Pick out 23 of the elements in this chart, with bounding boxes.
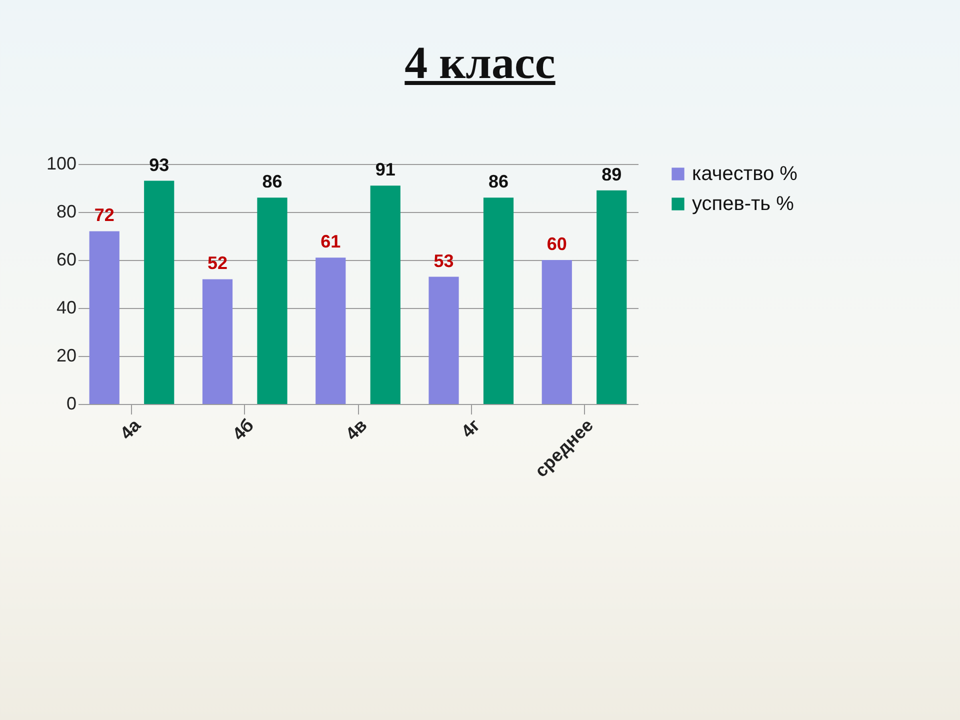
data-label: 93: [149, 154, 170, 175]
data-label: 53: [434, 250, 454, 271]
data-label: 91: [375, 160, 396, 180]
y-tick-label: 20: [56, 346, 76, 366]
x-tick-label: 4в: [342, 415, 371, 444]
y-tick-label: 100: [46, 154, 76, 174]
legend-label: качество %: [692, 163, 798, 185]
y-tick-label: 80: [56, 202, 76, 222]
legend-label: успев-ть %: [692, 193, 794, 215]
data-label: 89: [602, 164, 622, 184]
y-tick-label: 40: [56, 298, 76, 318]
x-tick-label: 4б: [228, 415, 258, 444]
data-label: 52: [207, 253, 228, 274]
data-label: 61: [320, 232, 341, 252]
data-label: 60: [546, 234, 567, 254]
data-label: 86: [262, 172, 282, 192]
x-tick-label: 4г: [457, 414, 484, 442]
data-label: 86: [488, 172, 509, 192]
y-tick-label: 0: [66, 394, 76, 414]
chart-title: 4 класс: [404, 36, 556, 89]
x-tick-label: 4а: [116, 414, 146, 444]
y-tick-label: 60: [56, 250, 76, 270]
data-label: 72: [94, 205, 114, 226]
